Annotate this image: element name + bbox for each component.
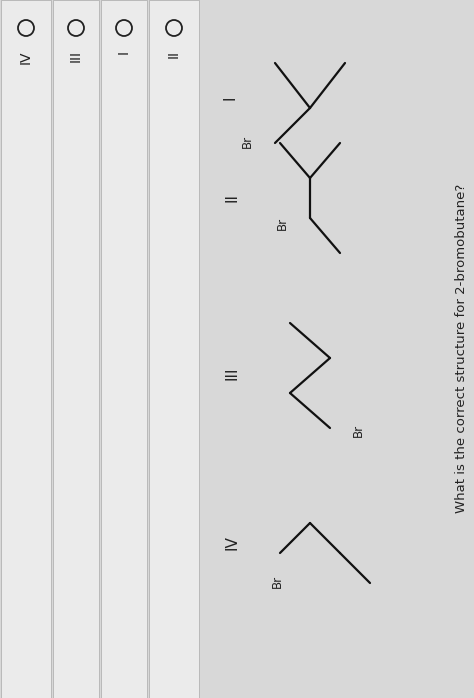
Text: I: I	[222, 96, 237, 101]
Text: Br: Br	[271, 574, 283, 588]
Text: I: I	[117, 50, 131, 54]
Text: II: II	[225, 193, 239, 202]
Text: IV: IV	[225, 535, 239, 551]
Bar	[1, 0, 51, 698]
Text: What is the correct structure for 2-bromobutane?: What is the correct structure for 2-brom…	[456, 184, 468, 512]
Text: IV: IV	[19, 50, 33, 64]
Text: III: III	[69, 50, 83, 62]
Text: III: III	[225, 366, 239, 380]
Bar	[53, 0, 99, 698]
Text: Br: Br	[275, 216, 289, 230]
Text: II: II	[167, 50, 181, 58]
Text: Br: Br	[352, 424, 365, 436]
Text: Br: Br	[240, 135, 254, 147]
Bar	[101, 0, 147, 698]
Bar	[149, 0, 199, 698]
